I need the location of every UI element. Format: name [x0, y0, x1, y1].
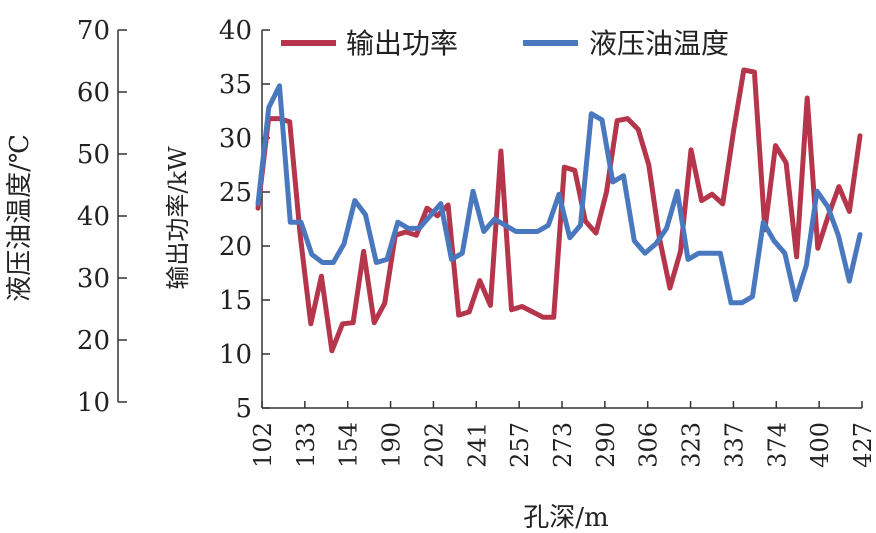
legend-label-temperature: 液压油温度	[589, 27, 729, 60]
x-tick-label: 374	[763, 422, 791, 468]
x-axis-ticks: 102 133 154 190 202 241 257 273 290 306 323 337 374 4…	[249, 401, 876, 468]
x-tick-label: 273	[549, 422, 577, 468]
temperature-tick-label: 10	[77, 388, 110, 418]
x-tick-label: 400	[806, 422, 834, 468]
x-tick-label: 154	[335, 422, 363, 468]
series-layer	[255, 67, 863, 354]
x-tick-label: 337	[720, 422, 748, 468]
x-tick-label: 257	[506, 422, 534, 468]
power-axis-ticks: 5 10 15 20 25 30 35 40	[219, 16, 270, 424]
x-tick-label: 102	[249, 422, 277, 468]
x-axis-title: 孔深/m	[523, 503, 608, 533]
legend: 输出功率 液压油温度	[281, 27, 729, 60]
x-tick-label: 323	[678, 422, 706, 468]
temperature-axis-title: 液压油温度/℃	[5, 134, 35, 302]
temperature-tick-label: 40	[77, 202, 110, 232]
legend-item-power: 输出功率	[281, 27, 458, 60]
temperature-tick-label: 50	[77, 140, 110, 170]
power-axis: 5 10 15 20 25 30 35 40 输出功率/kW	[164, 16, 270, 424]
temperature-axis: 10 20 30 40 50 60 70 液压油温度/℃	[5, 16, 127, 418]
x-axis: 102 133 154 190 202 241 257 273 290 306 323 337 374 4…	[249, 401, 876, 533]
x-tick-label: 202	[420, 422, 448, 468]
temperature-tick-label: 60	[77, 78, 110, 108]
x-tick-label: 290	[592, 422, 620, 468]
x-tick-label: 133	[292, 422, 320, 468]
temperature-tick-label: 30	[77, 264, 110, 294]
power-tick-label: 30	[219, 124, 252, 154]
power-tick-label: 40	[219, 16, 252, 46]
x-tick-label: 427	[849, 422, 876, 468]
temperature-tick-label: 20	[77, 326, 110, 356]
power-tick-label: 10	[219, 340, 252, 370]
x-tick-label: 241	[463, 422, 491, 468]
temperature-axis-ticks: 10 20 30 40 50 60 70	[77, 16, 127, 418]
power-tick-label: 5	[235, 394, 252, 424]
temperature-tick-label: 70	[77, 16, 110, 46]
power-tick-label: 35	[219, 70, 252, 100]
series-line-temperature	[255, 83, 863, 306]
power-axis-title: 输出功率/kW	[164, 146, 192, 290]
x-tick-label: 190	[378, 422, 406, 468]
series-line-power	[255, 67, 863, 354]
x-tick-label: 306	[635, 422, 663, 468]
power-tick-label: 15	[219, 286, 252, 316]
legend-label-power: 输出功率	[346, 27, 458, 60]
power-tick-label: 25	[219, 178, 252, 208]
legend-item-temperature: 液压油温度	[523, 27, 729, 60]
power-tick-label: 20	[219, 232, 252, 262]
